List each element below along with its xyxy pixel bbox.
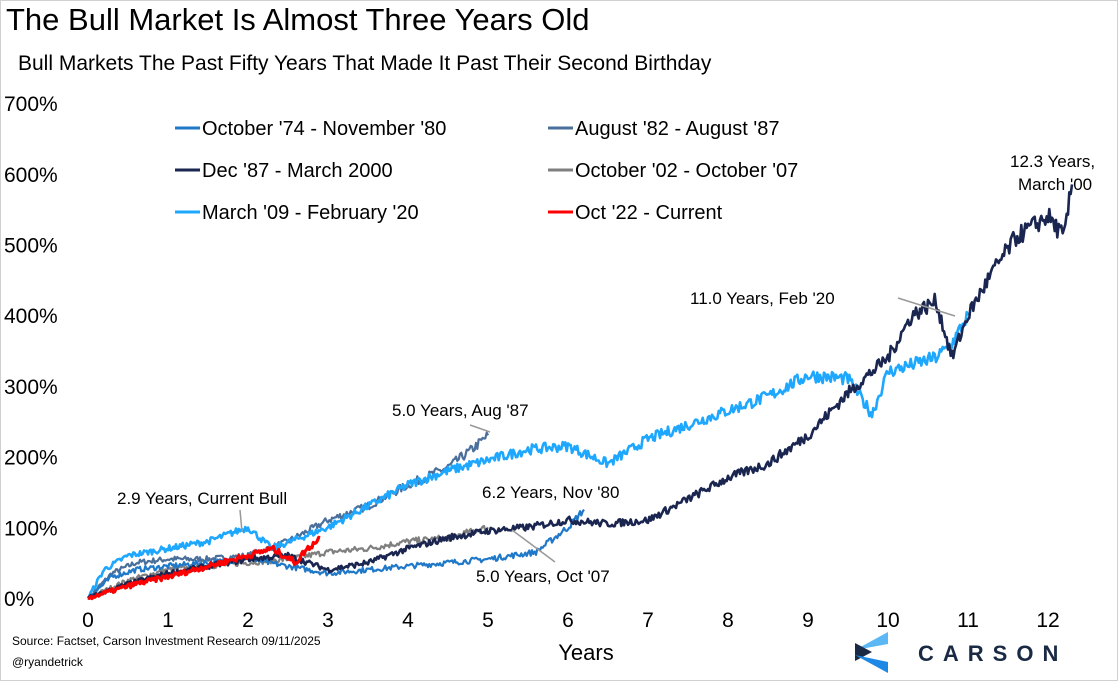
author-handle: @ryandetrick bbox=[12, 655, 83, 669]
logo-text: CARSON bbox=[918, 641, 1067, 666]
series-line-5 bbox=[87, 535, 321, 601]
logo-mark-bottom bbox=[855, 655, 888, 673]
legend-label: October '74 - November '80 bbox=[202, 118, 446, 140]
source-note: Source: Factset, Carson Investment Resea… bbox=[12, 634, 321, 648]
y-tick-label: 0% bbox=[4, 588, 34, 611]
x-tick-label: 7 bbox=[642, 609, 654, 632]
annotation-current-bull-leader bbox=[239, 509, 243, 533]
x-tick-label: 12 bbox=[1036, 609, 1059, 632]
annotation-nov-80: 6.2 Years, Nov '80 bbox=[482, 483, 619, 502]
x-axis-label: Years bbox=[558, 640, 613, 665]
y-tick-label: 700% bbox=[4, 93, 58, 116]
series-line-4 bbox=[86, 310, 970, 599]
x-tick-label: 5 bbox=[482, 609, 494, 632]
x-tick-label: 10 bbox=[876, 609, 899, 632]
annotation-oct-07: 5.0 Years, Oct '07 bbox=[476, 567, 610, 586]
y-tick-label: 500% bbox=[4, 235, 58, 258]
chart-subtitle: Bull Markets The Past Fifty Years That M… bbox=[18, 52, 712, 75]
y-tick-label: 300% bbox=[4, 376, 58, 399]
x-tick-label: 6 bbox=[562, 609, 574, 632]
y-tick-label: 400% bbox=[4, 305, 58, 328]
annotation-feb-20-leader bbox=[897, 297, 956, 317]
carson-logo: CARSON bbox=[855, 632, 1067, 673]
logo-mark-top bbox=[855, 632, 888, 650]
legend-label: Oct '22 - Current bbox=[575, 202, 723, 224]
annotation-march-00: 12.3 Years, bbox=[1010, 152, 1095, 171]
series-line-2 bbox=[87, 184, 1074, 599]
x-tick-label: 3 bbox=[322, 609, 334, 632]
annotation-feb-20: 11.0 Years, Feb '20 bbox=[690, 289, 835, 308]
x-tick-label: 4 bbox=[402, 609, 414, 632]
x-tick-label: 1 bbox=[162, 609, 174, 632]
x-tick-label: 2 bbox=[242, 609, 254, 632]
series-line-0 bbox=[87, 508, 585, 599]
x-tick-label: 9 bbox=[802, 609, 814, 632]
series-line-1 bbox=[87, 431, 489, 600]
annotation-aug-87: 5.0 Years, Aug '87 bbox=[392, 401, 529, 420]
y-tick-label: 200% bbox=[4, 447, 58, 470]
x-tick-label: 0 bbox=[82, 609, 94, 632]
annotation-march-00-line2: March '00 bbox=[1018, 175, 1092, 194]
legend-label: March '09 - February '20 bbox=[202, 202, 419, 224]
legend-label: August '82 - August '87 bbox=[575, 118, 779, 140]
chart-title: The Bull Market Is Almost Three Years Ol… bbox=[6, 2, 590, 37]
legend-label: October '02 - October '07 bbox=[575, 160, 798, 182]
annotation-oct-07-leader bbox=[511, 529, 556, 563]
y-tick-label: 600% bbox=[4, 164, 58, 187]
annotation-aug-87-leader bbox=[469, 424, 491, 433]
annotation-current-bull: 2.9 Years, Current Bull bbox=[117, 489, 287, 508]
legend-label: Dec '87 - March 2000 bbox=[202, 160, 393, 182]
y-tick-label: 100% bbox=[4, 517, 58, 540]
x-tick-label: 11 bbox=[957, 609, 979, 632]
x-tick-label: 8 bbox=[722, 609, 734, 632]
